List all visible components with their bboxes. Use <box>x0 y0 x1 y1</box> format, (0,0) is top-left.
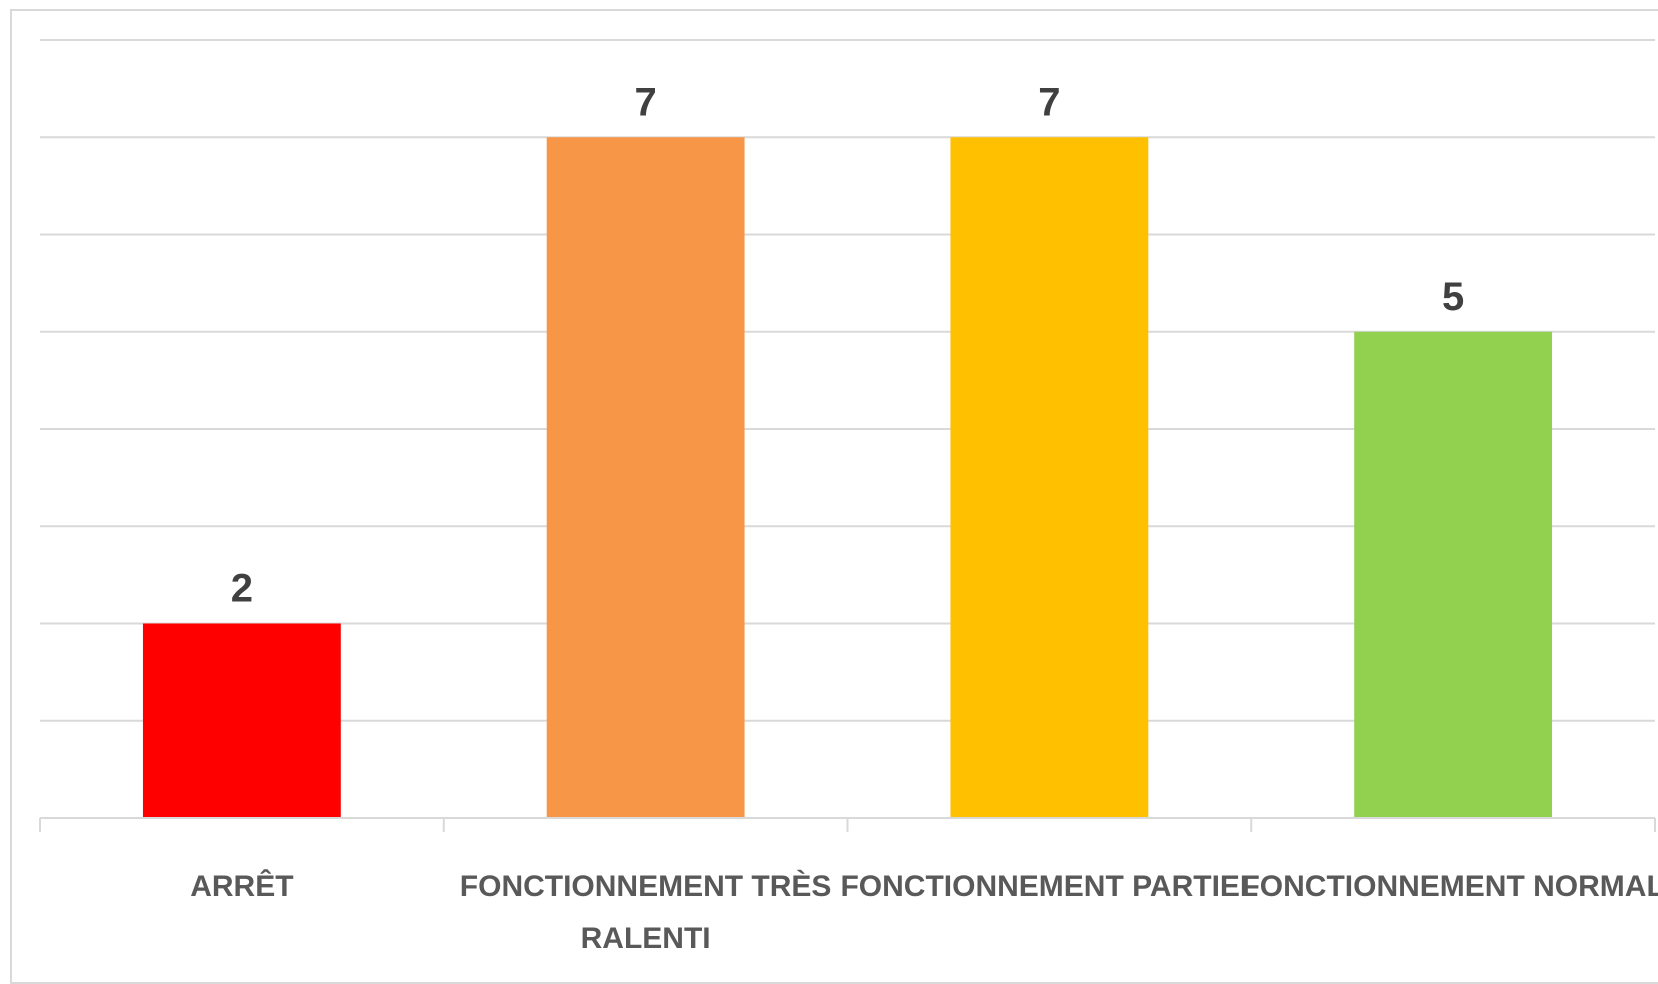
x-axis <box>39 817 1656 832</box>
x-tick-label-line: ARRÊT <box>190 869 293 903</box>
x-tick-label: FONCTIONNEMENT PARTIEL <box>840 870 1258 903</box>
data-label: 7 <box>635 80 657 124</box>
bar <box>546 137 745 818</box>
x-tick-label: ARRÊT <box>190 869 293 903</box>
data-label: 5 <box>1442 275 1464 319</box>
x-tick-label-line: FONCTIONNEMENT TRÈS <box>460 869 832 903</box>
data-label: 7 <box>1038 80 1060 124</box>
x-tick-label: FONCTIONNEMENT TRÈS RALENTI <box>460 869 832 955</box>
bar <box>1354 331 1553 818</box>
bar <box>950 137 1149 818</box>
x-tick-label-line: FONCTIONNEMENT PARTIEL <box>840 870 1258 903</box>
x-tick-label-line: FONCTIONNEMENT NORMAL <box>1241 870 1658 903</box>
bars <box>142 137 1553 818</box>
x-tick-label: FONCTIONNEMENT NORMAL <box>1241 870 1658 903</box>
x-tick-labels: ARRÊT FONCTIONNEMENT TRÈS RALENTIFONCTIONN… <box>190 869 1658 955</box>
data-label: 2 <box>231 567 253 611</box>
x-tick-label-line: RALENTI <box>581 922 711 955</box>
data-labels: 2 7 7 5 <box>231 80 1465 610</box>
bar <box>142 623 341 818</box>
